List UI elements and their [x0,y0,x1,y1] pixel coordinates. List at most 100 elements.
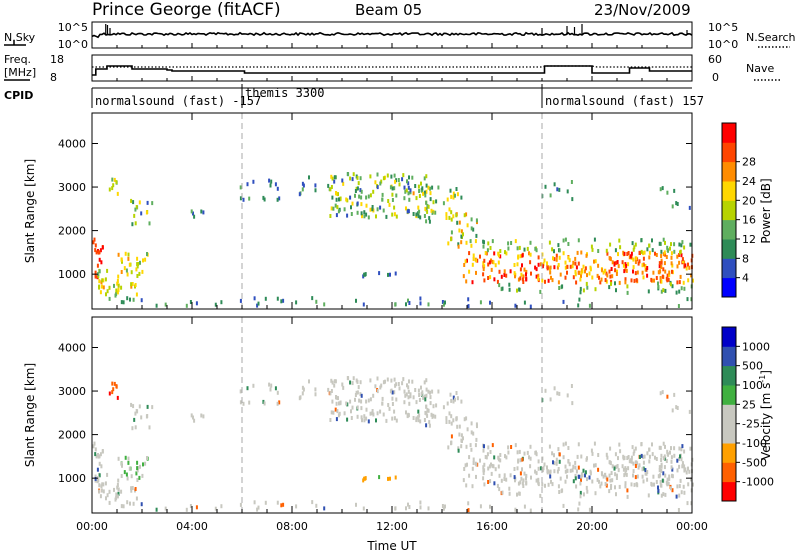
power-cell [130,282,133,287]
velocity-cell [660,464,663,469]
power-cell [389,272,391,277]
power-cell [662,288,665,293]
colorbar-swatch [722,404,736,425]
power-cell [93,237,96,242]
power-cell [460,229,463,234]
power-cell [635,278,638,283]
power-cell [576,250,579,255]
power-cell [192,211,194,216]
power-cell [525,277,528,282]
power-cell [422,191,425,196]
velocity-cell [671,467,674,472]
power-cell [667,277,670,282]
power-cell [354,193,356,198]
power-cell [350,212,353,216]
x-tick-label: 20:00 [576,520,608,533]
power-cell [627,262,630,267]
x-tick-label: 12:00 [376,520,408,533]
velocity-cell [423,380,426,385]
power-cell [485,251,488,256]
power-cell [424,206,427,211]
velocity-cell [660,469,663,473]
power-cell [497,260,500,265]
power-cell [650,277,653,282]
velocity-cell [615,464,618,469]
power-cell [384,175,386,180]
velocity-cell [657,485,659,490]
power-cell [615,272,618,276]
power-cell [690,297,693,302]
power-cell [585,281,588,286]
power-cell [669,246,671,251]
velocity-cell [627,466,630,471]
velocity-cell [111,381,114,386]
power-cell [111,177,114,182]
velocity-cell [130,486,133,491]
power-cell [551,278,554,283]
velocity-cell [457,448,460,453]
power-cell [626,252,629,256]
velocity-cell [346,417,349,422]
velocity-cell [669,450,671,455]
velocity-cell [593,441,596,446]
velocity-cell [621,464,624,469]
power-cell [99,290,102,295]
power-cell [337,209,340,214]
velocity-cell [95,454,98,459]
velocity-cell [557,467,560,471]
power-cell [346,213,349,218]
velocity-cell [146,404,149,409]
velocity-cell [239,502,242,507]
velocity-cell [406,383,408,388]
velocity-cell [397,382,400,386]
velocity-cell [574,465,577,470]
colorbar-swatch [722,200,736,221]
velocity-cell [505,477,508,482]
power-cell [339,197,342,202]
power-cell [365,203,368,208]
power-cell [544,184,547,189]
velocity-cell [248,400,251,405]
power-cell [429,191,432,196]
velocity-cell [564,479,567,484]
power-cell [517,254,520,259]
power-cell [661,186,664,191]
power-cell [252,179,255,184]
power-cell [490,267,493,272]
velocity-cell [580,454,583,459]
velocity-cell [548,444,551,449]
power-cell [600,277,603,282]
velocity-cell [510,445,513,449]
velocity-cell [574,460,577,465]
power-cell [270,179,273,184]
power-cell [598,275,600,280]
velocity-colorbar-label: Velocity [m s-1] [758,370,773,460]
velocity-cell [504,454,506,459]
power-cell [678,242,681,247]
power-cell [580,250,583,255]
velocity-cell [556,391,559,396]
velocity-cell [646,470,649,474]
velocity-cell [687,466,689,471]
velocity-cell [135,409,138,413]
velocity-cell [677,508,680,512]
power-cell [425,207,428,212]
power-cell [389,185,392,190]
velocity-cell [483,462,486,467]
velocity-cell [660,493,663,498]
velocity-cell [425,387,428,392]
power-cell [102,285,105,290]
power-cell [516,246,519,251]
velocity-cell [106,493,109,498]
power-cell [386,173,389,178]
power-cell [628,255,631,260]
velocity-cell [564,464,567,469]
power-cell [431,210,434,215]
power-cell [327,183,330,188]
power-cell [630,278,633,283]
y-tick-label: 3000 [58,181,86,194]
velocity-cell [513,467,516,471]
velocity-cell [108,391,111,396]
velocity-cell [485,455,488,460]
power-cell [670,242,672,247]
